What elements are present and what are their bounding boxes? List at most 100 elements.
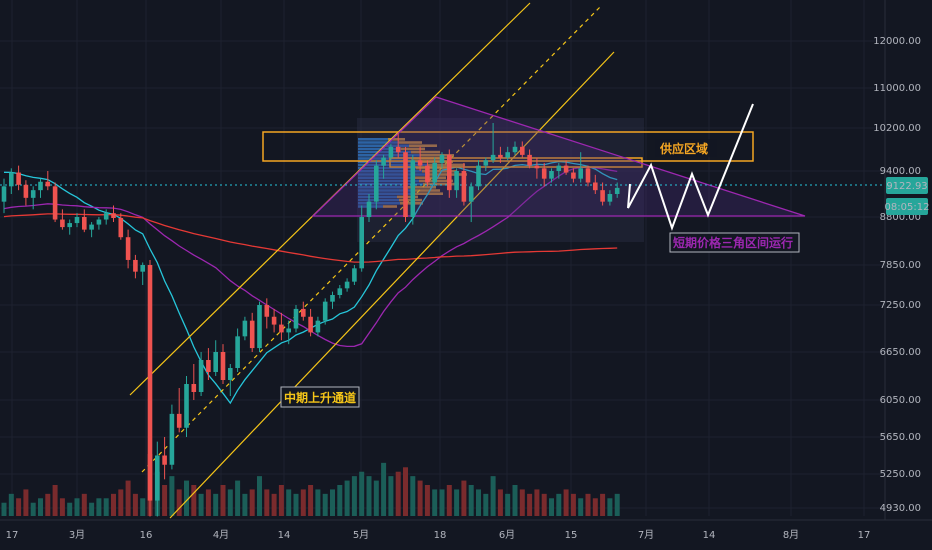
volume-profile-bar bbox=[409, 144, 437, 147]
volume-bar bbox=[103, 498, 109, 516]
volume-bar bbox=[359, 471, 365, 516]
candle-body bbox=[213, 352, 218, 372]
price-axis[interactable]: 12000.00 11000.00 10200.00 9400.00 8800.00 78… bbox=[873, 0, 921, 520]
volume-bar bbox=[541, 493, 547, 516]
channel-label-box bbox=[280, 386, 360, 408]
volume-bar bbox=[549, 498, 554, 516]
candle-body bbox=[308, 316, 313, 333]
volume-bar bbox=[454, 489, 460, 516]
candle-body bbox=[118, 218, 124, 238]
candle-body bbox=[468, 186, 474, 202]
volume-profile-bar bbox=[358, 186, 408, 189]
volume-bar bbox=[505, 493, 511, 516]
volume-profile-bar bbox=[358, 189, 411, 192]
candle-body bbox=[447, 154, 452, 191]
candle-body bbox=[512, 146, 518, 153]
candle-body bbox=[228, 368, 233, 380]
volume-bar bbox=[198, 493, 204, 516]
candle-body bbox=[388, 146, 394, 158]
volume-bar bbox=[271, 493, 277, 516]
candle-body bbox=[344, 281, 350, 289]
candle-body bbox=[527, 154, 532, 166]
volume-bar bbox=[74, 498, 80, 516]
candle-body bbox=[1, 186, 7, 202]
volume-bar bbox=[578, 498, 584, 516]
volume-bar bbox=[424, 485, 430, 516]
countdown-label: 08:05:12 bbox=[885, 202, 930, 213]
volume-bar bbox=[235, 480, 241, 516]
volume-bar bbox=[373, 480, 379, 516]
volume-profile-bar bbox=[358, 170, 422, 173]
volume-bar bbox=[315, 489, 321, 516]
candle-body bbox=[483, 160, 489, 166]
price-tick-label: 4930.00 bbox=[880, 503, 921, 514]
volume-bar bbox=[132, 493, 138, 516]
candle-body bbox=[403, 152, 408, 217]
candle-body bbox=[600, 190, 605, 202]
candle-body bbox=[257, 305, 262, 349]
candle-body bbox=[220, 352, 226, 380]
time-tick-label: 17 bbox=[858, 530, 871, 541]
candle-body bbox=[286, 328, 291, 333]
volume-bars bbox=[1, 454, 620, 516]
volume-profile-bar bbox=[358, 141, 399, 144]
candle-body bbox=[111, 213, 116, 219]
volume-profile-bar bbox=[358, 150, 411, 154]
volume-bar bbox=[293, 493, 299, 516]
volume-bar bbox=[497, 489, 503, 516]
candle-body bbox=[322, 301, 328, 321]
price-tick-label: 6650.00 bbox=[880, 347, 921, 358]
volume-bar bbox=[483, 493, 489, 516]
candle-body bbox=[271, 316, 277, 325]
grid bbox=[0, 0, 885, 516]
candle-body bbox=[82, 217, 87, 230]
channel-mid-line bbox=[141, 4, 603, 473]
volume-profile-bar bbox=[358, 138, 388, 141]
price-tick-label: 11000.00 bbox=[873, 83, 921, 94]
current-price-badge bbox=[886, 177, 928, 194]
candle-body bbox=[176, 413, 182, 428]
candle-body bbox=[279, 324, 284, 333]
volume-bar bbox=[169, 476, 175, 516]
candle-body bbox=[337, 288, 343, 295]
time-tick-label: 7月 bbox=[638, 529, 654, 541]
volume-bar bbox=[220, 485, 226, 516]
price-tick-label: 9400.00 bbox=[880, 166, 921, 177]
supply-zone-label-bg bbox=[655, 139, 717, 157]
volume-bar bbox=[534, 489, 540, 516]
time-tick-label: 8月 bbox=[783, 529, 799, 541]
candle-body bbox=[45, 181, 51, 187]
volume-bar bbox=[264, 489, 270, 516]
candle-body bbox=[16, 172, 21, 185]
supply-zone-box bbox=[262, 131, 754, 162]
volume-bar bbox=[585, 493, 591, 516]
candle-body bbox=[9, 172, 14, 187]
volume-bar bbox=[614, 493, 620, 516]
time-axis[interactable]: 17 3月 16 4月 14 5月 18 6月 15 7月 14 8月 17 bbox=[0, 519, 932, 541]
price-tick-label: 8800.00 bbox=[880, 212, 921, 223]
candle-body bbox=[541, 168, 547, 179]
candle-body bbox=[140, 265, 145, 272]
volume-bar bbox=[592, 498, 598, 516]
candle-body bbox=[242, 320, 248, 337]
triangle-zone bbox=[311, 96, 806, 217]
volume-profile-bar bbox=[358, 144, 409, 147]
candle-body bbox=[235, 336, 240, 368]
volume-bar bbox=[600, 493, 606, 516]
candle-body bbox=[103, 213, 109, 220]
volume-bar bbox=[111, 493, 116, 516]
price-tick-label: 10200.00 bbox=[873, 123, 921, 134]
countdown-badge bbox=[886, 198, 928, 215]
volume-profile-bar bbox=[411, 150, 440, 154]
volume-bar bbox=[563, 489, 569, 516]
volume-bar bbox=[30, 502, 36, 516]
volume-bar bbox=[300, 489, 306, 516]
volume-profile-bar bbox=[358, 179, 419, 183]
candle-body bbox=[520, 146, 525, 155]
volume-bar bbox=[23, 489, 29, 516]
candle-body bbox=[476, 165, 481, 187]
volume-bar bbox=[527, 493, 533, 516]
volume-profile-bar bbox=[358, 176, 415, 179]
volume-bar bbox=[468, 485, 474, 516]
